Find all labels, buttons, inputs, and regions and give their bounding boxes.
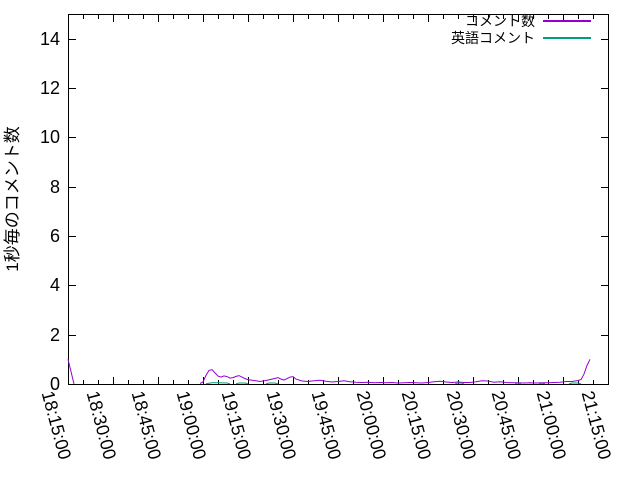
y-tick-label: 12 bbox=[39, 78, 60, 98]
legend-label: 英語コメント bbox=[451, 30, 535, 46]
legend-entry: 英語コメント bbox=[451, 30, 591, 46]
plot-border bbox=[68, 14, 609, 385]
y-tick-label: 14 bbox=[39, 28, 60, 49]
series-line-english-comments bbox=[205, 382, 231, 385]
legend-entry: コメント数 bbox=[465, 13, 591, 29]
y-tick-label: 0 bbox=[49, 374, 60, 394]
series-line-english-comments bbox=[538, 382, 546, 385]
y-tick-label: 10 bbox=[39, 127, 60, 148]
series-line-english-comments bbox=[568, 382, 582, 385]
series-line-english-comments bbox=[265, 382, 279, 385]
y-tick-label: 2 bbox=[49, 324, 60, 345]
y-tick-label: 4 bbox=[49, 275, 60, 296]
legend-line-sample bbox=[543, 37, 591, 39]
legend-label: コメント数 bbox=[465, 13, 535, 29]
series-line-english-comments bbox=[454, 382, 465, 385]
legend-line-sample bbox=[543, 20, 591, 22]
series-line-english-comments bbox=[514, 382, 522, 385]
series-line-comments bbox=[199, 359, 591, 384]
series-line-english-comments bbox=[235, 382, 249, 385]
y-tick-label: 6 bbox=[49, 226, 60, 246]
series-line-comments bbox=[67, 359, 75, 385]
y-tick-label: 8 bbox=[49, 176, 60, 197]
axes bbox=[68, 14, 609, 385]
legend: コメント数 英語コメント bbox=[451, 13, 591, 46]
